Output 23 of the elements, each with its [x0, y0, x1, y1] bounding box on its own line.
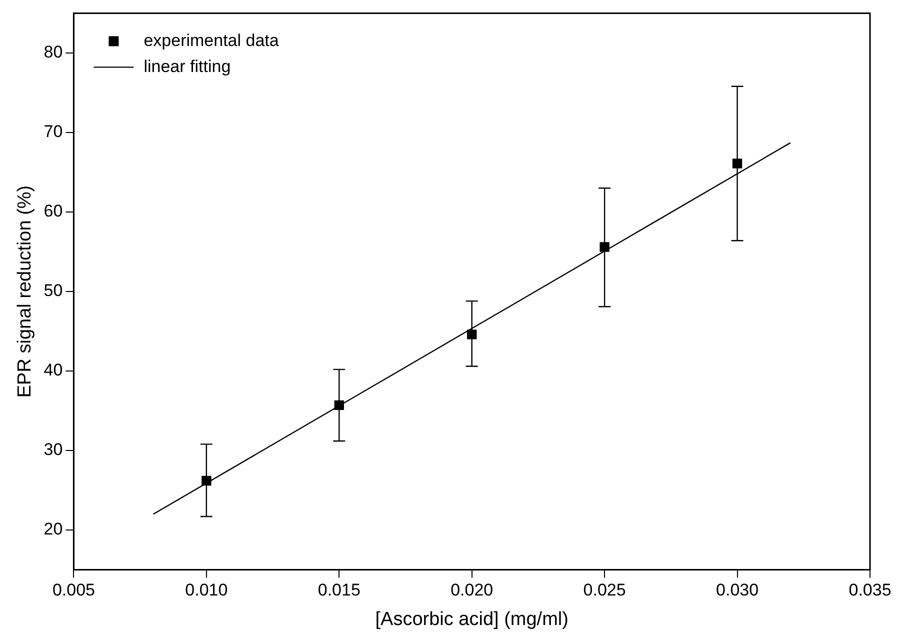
point [467, 330, 477, 340]
x-tick-label: 0.020 [450, 580, 494, 600]
legend-label: linear fitting [144, 56, 231, 76]
y-axis-title: EPR signal reduction (%) [14, 185, 36, 398]
x-axis-title: [Ascorbic acid] (mg/ml) [375, 608, 568, 630]
y-tick-label: 30 [44, 440, 63, 460]
y-tick-label: 80 [44, 42, 63, 62]
y-tick-label: 60 [44, 202, 63, 221]
x-tick-label: 0.025 [583, 580, 626, 600]
point [600, 242, 610, 252]
point [732, 158, 742, 168]
y-tick-label: 40 [44, 360, 63, 380]
y-tick-label: 20 [44, 520, 63, 539]
y-tick-label: 50 [44, 281, 63, 300]
x-tick-label: 0.035 [848, 580, 892, 600]
x-tick-label: 0.005 [52, 580, 95, 600]
x-tick-label: 0.030 [716, 580, 759, 600]
x-tick-label: 0.015 [318, 580, 360, 600]
point [334, 400, 344, 410]
point [202, 476, 212, 486]
y-tick-label: 70 [44, 122, 63, 142]
legend-label: experimental data [144, 30, 280, 50]
x-tick-label: 0.010 [185, 580, 228, 600]
